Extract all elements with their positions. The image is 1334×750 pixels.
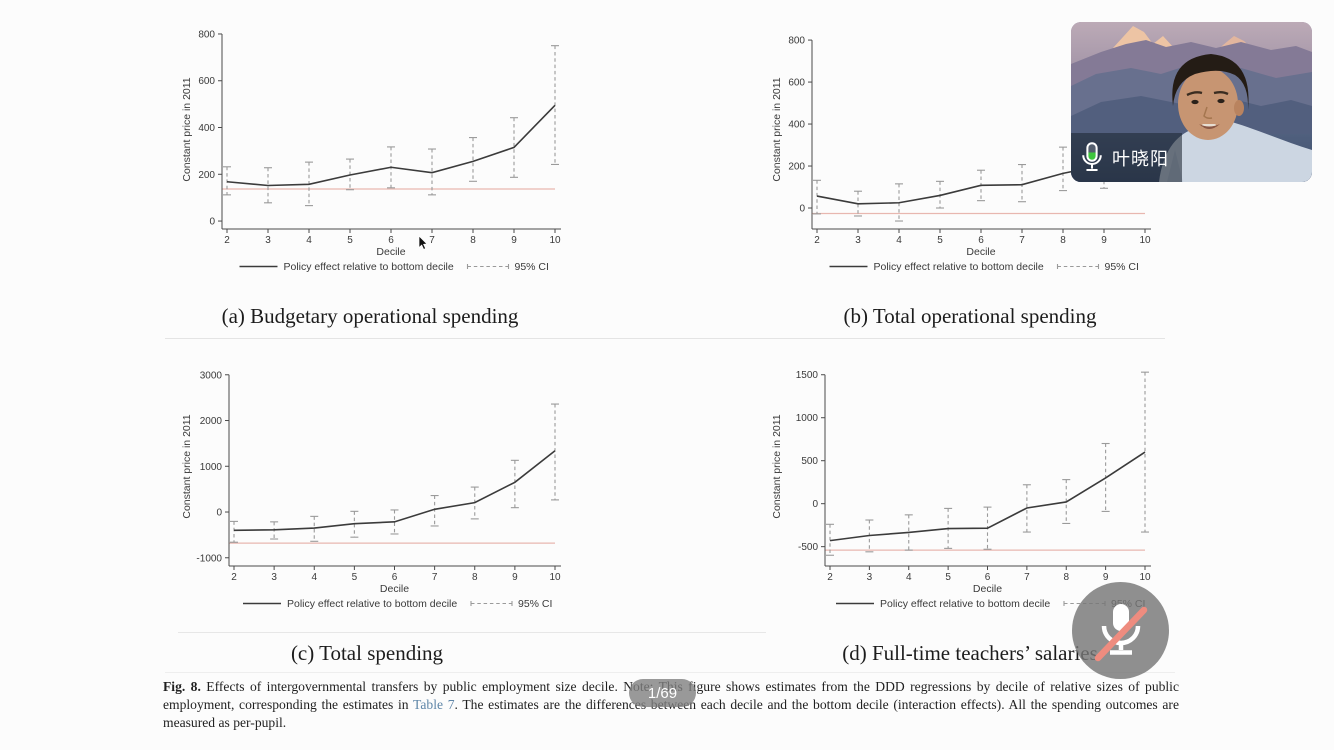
svg-text:Policy effect relative to bott: Policy effect relative to bottom decile	[880, 598, 1050, 610]
svg-text:10: 10	[549, 235, 561, 246]
svg-text:6: 6	[978, 235, 984, 246]
chart-panel-c: -1000 0 1000 2000 3000 2 3 4 5 6 7 8 9 10 Decile Consta…	[181, 370, 561, 610]
svg-text:9: 9	[511, 235, 517, 246]
svg-text:Policy effect relative to bott: Policy effect relative to bottom decile	[287, 598, 457, 610]
svg-text:Constant price in 2011: Constant price in 2011	[771, 414, 783, 518]
figure-caption-label: Fig. 8.	[163, 679, 201, 694]
microphone-active-icon	[1082, 141, 1102, 171]
svg-text:8: 8	[470, 235, 476, 246]
svg-text:Policy effect relative to bott: Policy effect relative to bottom decile	[874, 261, 1044, 273]
chart-panel-b: 0 200 400 600 800 2 3 4 5 6 7 8 9 10 Decile Constant pr…	[771, 36, 1151, 273]
svg-text:2000: 2000	[200, 416, 223, 427]
table-7-link[interactable]: Table 7	[413, 697, 455, 713]
svg-text:9: 9	[1103, 572, 1109, 583]
svg-text:Decile: Decile	[380, 583, 409, 595]
svg-text:7: 7	[1024, 572, 1030, 583]
svg-text:3: 3	[855, 235, 861, 246]
svg-text:1000: 1000	[796, 413, 819, 424]
svg-text:1000: 1000	[200, 462, 223, 473]
subcaption-b: (b) Total operational spending	[843, 304, 1097, 328]
svg-text:Decile: Decile	[966, 246, 995, 258]
svg-text:800: 800	[788, 36, 805, 47]
svg-text:7: 7	[429, 235, 435, 246]
svg-text:5: 5	[352, 572, 358, 583]
svg-text:6: 6	[392, 572, 398, 583]
svg-text:6: 6	[985, 572, 991, 583]
svg-text:3: 3	[271, 572, 277, 583]
svg-text:500: 500	[801, 456, 818, 467]
svg-text:6: 6	[388, 235, 394, 246]
subcaption-a: (a) Budgetary operational spending	[221, 304, 519, 328]
svg-text:2: 2	[814, 235, 820, 246]
svg-text:Constant price in 2011: Constant price in 2011	[181, 77, 193, 181]
svg-text:Decile: Decile	[973, 583, 1002, 595]
svg-text:4: 4	[896, 235, 902, 246]
svg-text:4: 4	[311, 572, 317, 583]
divider	[165, 338, 1165, 339]
svg-text:5: 5	[937, 235, 943, 246]
svg-text:2: 2	[224, 235, 230, 246]
svg-text:Policy effect relative to bott: Policy effect relative to bottom decile	[284, 261, 454, 273]
svg-text:600: 600	[198, 76, 215, 87]
subcaption-c: (c) Total spending	[290, 641, 444, 665]
svg-text:0: 0	[216, 508, 222, 519]
svg-text:4: 4	[306, 235, 312, 246]
svg-text:95% CI: 95% CI	[518, 598, 552, 610]
svg-text:10: 10	[549, 572, 561, 583]
chart-panel-a: 0 200 400 600 800 2 3 4 5 6 7 8 9 10 Decile Constant pr…	[181, 29, 561, 273]
svg-text:95% CI: 95% CI	[515, 261, 549, 273]
participant-name: 叶晓阳	[1112, 148, 1169, 169]
svg-text:9: 9	[1101, 235, 1107, 246]
svg-text:0: 0	[799, 204, 805, 215]
svg-text:10: 10	[1139, 572, 1151, 583]
divider	[178, 632, 766, 633]
svg-text:400: 400	[788, 120, 805, 131]
svg-text:7: 7	[1019, 235, 1025, 246]
sunlit-snow-peak	[1113, 26, 1174, 48]
svg-text:-500: -500	[798, 542, 818, 553]
svg-text:Constant price in 2011: Constant price in 2011	[181, 414, 193, 518]
mouse-pointer-icon	[418, 236, 428, 250]
svg-text:0: 0	[812, 499, 818, 510]
svg-text:4: 4	[906, 572, 912, 583]
svg-text:3000: 3000	[200, 370, 223, 381]
svg-text:95% CI: 95% CI	[1105, 261, 1139, 273]
svg-text:8: 8	[472, 572, 478, 583]
svg-text:10: 10	[1139, 235, 1151, 246]
svg-text:Decile: Decile	[376, 246, 405, 258]
svg-text:2: 2	[827, 572, 833, 583]
svg-text:5: 5	[945, 572, 951, 583]
svg-text:400: 400	[198, 123, 215, 134]
microphone-muted-icon	[1094, 603, 1147, 661]
svg-text:9: 9	[512, 572, 518, 583]
mute-button[interactable]	[1072, 582, 1169, 679]
svg-text:3: 3	[867, 572, 873, 583]
page-indicator-text: 1/69	[647, 684, 678, 702]
svg-text:600: 600	[788, 78, 805, 89]
svg-text:800: 800	[198, 29, 215, 40]
subcaption-d: (d) Full-time teachers’ salaries	[842, 641, 1098, 665]
svg-text:0: 0	[209, 217, 215, 228]
svg-text:5: 5	[347, 235, 353, 246]
svg-text:8: 8	[1060, 235, 1066, 246]
svg-text:200: 200	[198, 170, 215, 181]
svg-text:-1000: -1000	[196, 553, 222, 564]
svg-text:1500: 1500	[796, 370, 819, 381]
chart-panel-d: -500 0 500 1000 1500 2 3 4 5 6 7 8 9 10 Decile Constant…	[771, 370, 1151, 610]
divider	[165, 672, 1175, 673]
participant-name-bar: 叶晓阳	[1071, 133, 1182, 182]
participant-video[interactable]: 叶晓阳	[1071, 22, 1312, 182]
svg-text:Constant price in 2011: Constant price in 2011	[771, 77, 783, 181]
svg-text:200: 200	[788, 162, 805, 173]
svg-text:8: 8	[1063, 572, 1069, 583]
page-indicator: 1/69	[629, 679, 696, 707]
svg-text:3: 3	[265, 235, 271, 246]
svg-text:7: 7	[432, 572, 438, 583]
svg-text:2: 2	[231, 572, 237, 583]
